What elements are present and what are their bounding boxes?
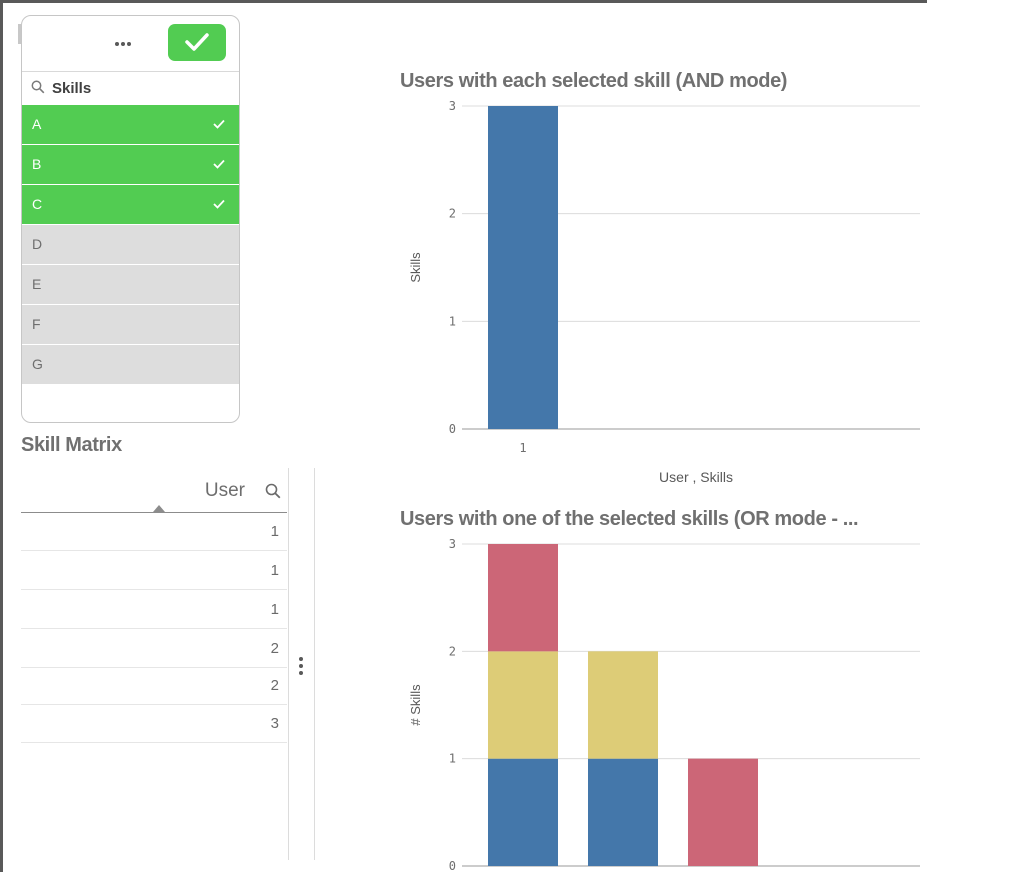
list-item-f[interactable]: F [22,305,239,344]
table-row[interactable]: 1 [21,551,287,590]
bar [588,651,658,759]
bar [488,544,558,652]
y-tick-label: 2 [449,644,456,658]
hidden-object-edge [18,24,21,44]
window-frame-left [0,0,3,872]
search-icon [31,80,45,94]
table-row[interactable]: 2 [21,666,287,705]
table-column-divider [288,468,289,860]
list-item-label: C [32,196,43,212]
bar-chart-or-mode[interactable]: 0 1 2 3 # Skills [390,535,930,872]
list-item-c[interactable]: C [22,185,239,224]
table-header[interactable]: User [21,466,287,513]
list-item-d[interactable]: D [22,225,239,264]
more-options-vertical-icon[interactable] [299,657,305,677]
chart-title-and: Users with each selected skill (AND mode… [400,70,788,92]
column-header-user[interactable]: User [204,480,245,501]
y-tick-label: 3 [449,99,456,113]
list-item-a[interactable]: A [22,105,239,144]
list-item-label: D [32,236,43,252]
check-icon [213,159,225,169]
sort-indicator-icon [153,505,165,512]
y-tick-label: 1 [449,752,456,766]
search-icon[interactable] [265,483,281,499]
confirm-selection-button[interactable] [168,24,226,61]
cell-user: 1 [270,523,279,540]
check-icon [213,119,225,129]
more-options-button[interactable] [112,31,142,55]
bar [488,758,558,866]
list-item-e[interactable]: E [22,265,239,304]
checkmark-icon [185,33,209,51]
y-tick-label: 0 [449,859,456,872]
bar [488,651,558,759]
filter-toolbar [22,16,239,71]
list-item-label: F [32,316,41,332]
x-axis-label: User , Skills [659,469,733,485]
cell-user: 1 [270,601,279,618]
table-row[interactable]: 1 [21,512,287,551]
bar [688,758,758,866]
y-tick-label: 0 [449,422,456,436]
x-tick-label: 1 [519,441,526,455]
window-frame-top [0,0,927,3]
table-row[interactable]: 3 [21,704,287,743]
bar [588,758,658,866]
check-icon [213,199,225,209]
cell-user: 3 [270,715,279,732]
list-item-g[interactable]: G [22,345,239,384]
skill-matrix-table: User 1 1 1 2 2 3 [21,466,291,861]
y-axis-label: Skills [408,252,423,283]
skills-filter-pane: Skills A B C D E F G [21,15,240,423]
table-row[interactable]: 2 [21,629,287,668]
list-item-label: E [32,276,42,292]
table-title: Skill Matrix [21,434,122,456]
table-row[interactable]: 1 [21,590,287,629]
list-item-label: A [32,116,42,132]
bar [488,106,558,429]
list-item-b[interactable]: B [22,145,239,184]
cell-user: 1 [270,562,279,579]
list-item-label: G [32,356,43,372]
cell-user: 2 [270,677,279,694]
list-item-label: B [32,156,42,172]
filter-field-label: Skills [52,80,92,97]
chart-title-or: Users with one of the selected skills (O… [400,508,859,530]
y-tick-label: 2 [449,207,456,221]
filter-list: A B C D E F G [22,105,239,385]
y-axis-label: # Skills [408,684,423,726]
filter-search-row[interactable]: Skills [22,71,239,104]
y-tick-label: 3 [449,537,456,551]
y-tick-label: 1 [449,314,456,328]
cell-user: 2 [270,640,279,657]
bar-chart-and-mode[interactable]: 0 1 2 3 1 Skills User , Skills [390,96,930,496]
table-panel-border [314,468,315,860]
